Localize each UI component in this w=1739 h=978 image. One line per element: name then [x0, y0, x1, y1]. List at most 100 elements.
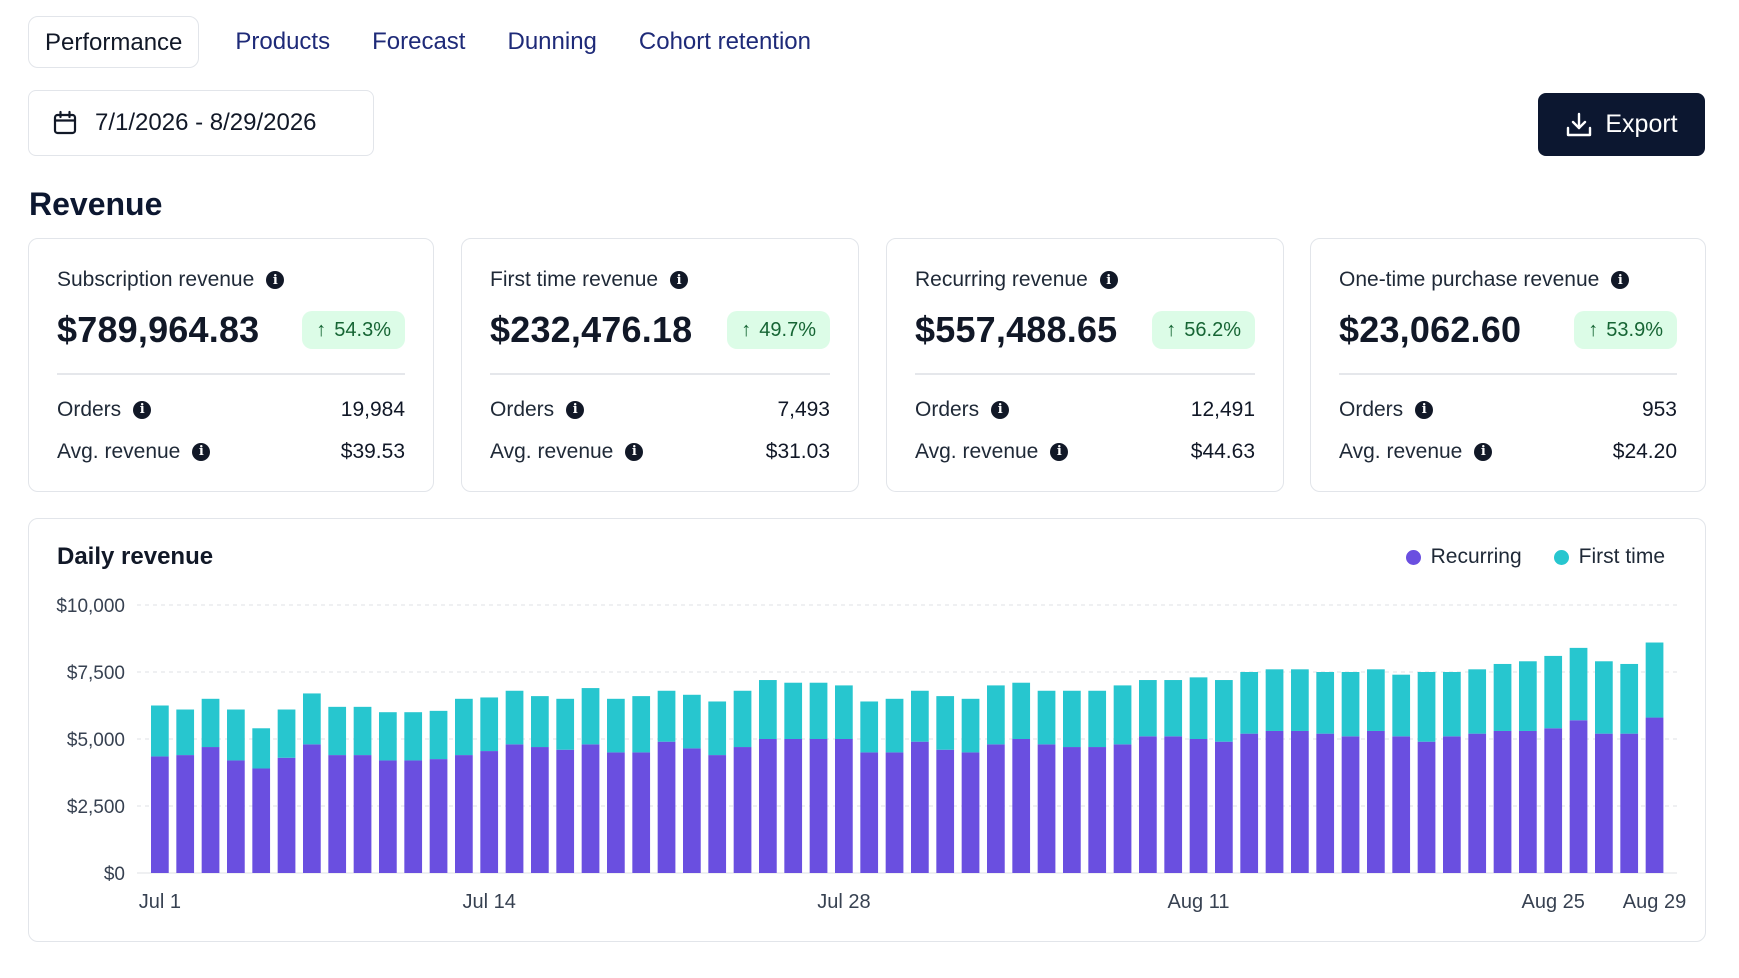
change-badge: ↑ 54.3% [302, 311, 405, 349]
bar-first-time [556, 698, 575, 750]
bar-first-time [784, 682, 803, 739]
bar-recurring [1595, 733, 1613, 873]
bar-recurring [176, 755, 195, 873]
section-title: Revenue [29, 186, 163, 222]
tab-forecast[interactable]: Forecast [372, 28, 466, 55]
info-icon[interactable]: i [1099, 271, 1118, 289]
bar-first-time [1164, 680, 1183, 737]
bar-recurring [1392, 736, 1411, 873]
legend-item-recurring[interactable]: Recurring [1405, 545, 1522, 569]
bar-recurring [1316, 733, 1335, 873]
card-title: Subscription revenue [57, 268, 255, 291]
info-icon[interactable]: i [566, 400, 585, 419]
tab-dunning[interactable]: Dunning [507, 28, 597, 55]
bar-recurring [328, 755, 347, 873]
info-icon[interactable]: i [1050, 442, 1069, 461]
bar-recurring [835, 739, 853, 873]
date-range-picker[interactable]: 7/1/2026 - 8/29/2026 [28, 90, 374, 156]
kpi-card-subscription: Subscription revenue i $789,964.83 ↑ 54.3%… [28, 238, 434, 492]
orders-value: 19,984 [340, 397, 405, 421]
bar-first-time [1468, 669, 1487, 734]
info-icon[interactable]: i [625, 442, 644, 461]
bar-recurring [353, 755, 372, 873]
bar-first-time [733, 690, 752, 748]
bar-first-time [1139, 680, 1157, 737]
legend-item-first-time[interactable]: First time [1553, 545, 1665, 569]
info-icon[interactable]: i [133, 400, 152, 419]
bar-first-time [1569, 647, 1588, 721]
info-icon[interactable]: i [1415, 400, 1434, 419]
bar-first-time [1519, 661, 1537, 731]
change-value: 53.9% [1606, 318, 1663, 341]
arrow-up-icon: ↑ [1166, 318, 1177, 341]
bar-first-time [1392, 674, 1411, 737]
change-badge: ↑ 56.2% [1152, 311, 1255, 349]
tab-cohort-retention[interactable]: Cohort retention [638, 28, 811, 55]
avg-revenue-value: $24.20 [1612, 439, 1677, 463]
bar-first-time [328, 706, 347, 756]
bar-recurring [1164, 736, 1183, 873]
download-icon [1565, 111, 1593, 139]
kpi-card-first-time: First time revenue i $232,476.18 ↑ 49.7% O… [461, 238, 859, 492]
tab-performance[interactable]: Performance [28, 16, 200, 68]
info-icon[interactable]: i [670, 271, 689, 289]
orders-label: Orders [490, 397, 555, 421]
bar-recurring [1443, 736, 1461, 873]
info-icon[interactable]: i [1611, 271, 1630, 289]
bar-recurring [733, 747, 752, 873]
calendar-icon [51, 109, 79, 137]
orders-value: 7,493 [777, 397, 830, 421]
bar-recurring [429, 759, 448, 873]
bar-first-time [1088, 690, 1107, 748]
bar-recurring [1468, 733, 1487, 873]
bar-recurring [379, 760, 397, 873]
bar-first-time [227, 709, 245, 761]
card-title: One-time purchase revenue [1339, 268, 1600, 291]
bar-first-time [455, 698, 473, 756]
bar-recurring [581, 744, 600, 873]
bar-recurring [1544, 728, 1563, 873]
bar-recurring [683, 748, 701, 873]
info-icon[interactable]: i [991, 400, 1010, 419]
export-button[interactable]: Export [1538, 93, 1705, 156]
y-tick-label: $7,500 [67, 663, 125, 684]
bar-first-time [657, 690, 676, 742]
bar-recurring [708, 755, 727, 873]
info-icon[interactable]: i [192, 442, 211, 461]
bar-first-time [1367, 669, 1385, 731]
divider [490, 373, 830, 375]
avg-revenue-label: Avg. revenue [915, 439, 1039, 463]
bar-first-time [1417, 672, 1436, 742]
orders-label: Orders [57, 397, 122, 421]
bar-first-time [201, 698, 220, 748]
x-tick-label: Aug 25 [1522, 891, 1585, 913]
legend-label-first-time: First time [1578, 545, 1665, 568]
bar-recurring [657, 741, 676, 873]
bar-first-time [936, 696, 955, 750]
bar-recurring [1037, 744, 1056, 873]
avg-revenue-value: $31.03 [765, 439, 830, 463]
bar-first-time [151, 705, 169, 757]
x-tick-label: Jul 1 [139, 891, 181, 913]
bar-first-time [607, 698, 625, 753]
bar-first-time [353, 706, 372, 756]
bar-first-time [1620, 663, 1639, 734]
bar-recurring [1493, 730, 1512, 873]
bar-first-time [379, 712, 397, 761]
bar-first-time [1544, 655, 1563, 729]
info-icon[interactable]: i [266, 271, 285, 289]
bar-first-time [404, 712, 423, 761]
info-icon[interactable]: i [1474, 442, 1493, 461]
bar-first-time [581, 688, 600, 745]
x-tick-label: Jul 14 [463, 891, 516, 913]
kpi-card-one-time: One-time purchase revenue i $23,062.60 ↑ 5… [1310, 238, 1706, 492]
bar-first-time [1493, 663, 1512, 731]
tab-products[interactable]: Products [235, 28, 331, 55]
orders-value: 12,491 [1190, 397, 1255, 421]
daily-revenue-chart: $10,000 $7,500 $5,000 $2,500 $0 Jul 1 Jul 14 Ju… [56, 596, 1686, 913]
arrow-up-icon: ↑ [316, 318, 327, 341]
change-badge: ↑ 49.7% [727, 311, 830, 349]
divider [915, 373, 1255, 375]
bar-first-time [708, 701, 727, 756]
y-tick-label: $0 [104, 864, 125, 885]
